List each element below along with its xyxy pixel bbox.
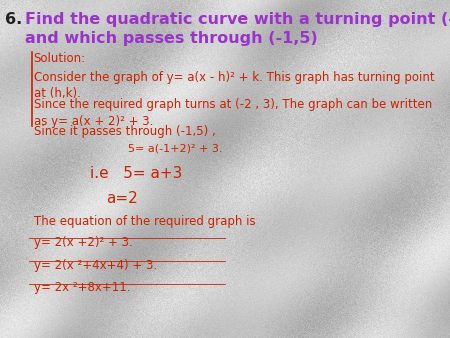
- Text: i.e   5= a+3: i.e 5= a+3: [90, 166, 182, 180]
- Text: Since the required graph turns at (-2 , 3), The graph can be written
as y= a(x +: Since the required graph turns at (-2 , …: [34, 98, 432, 127]
- Text: a=2: a=2: [106, 191, 138, 206]
- Text: y= 2x ²+8x+11.: y= 2x ²+8x+11.: [34, 281, 130, 294]
- Text: 5= a(-1+2)² + 3.: 5= a(-1+2)² + 3.: [128, 144, 223, 154]
- Text: 6.: 6.: [4, 12, 22, 27]
- Text: The equation of the required graph is: The equation of the required graph is: [34, 215, 256, 227]
- Text: Find the quadratic curve with a turning point (-2,3)
and which passes through (-: Find the quadratic curve with a turning …: [25, 12, 450, 46]
- Text: Solution:: Solution:: [34, 52, 86, 65]
- Text: y= 2(x ²+4x+4) + 3.: y= 2(x ²+4x+4) + 3.: [34, 259, 157, 271]
- Text: Since it passes through (-1,5) ,: Since it passes through (-1,5) ,: [34, 125, 216, 138]
- Text: y= 2(x +2)² + 3.: y= 2(x +2)² + 3.: [34, 236, 132, 249]
- Text: Consider the graph of y= a(x - h)² + k. This graph has turning point
at (h,k).: Consider the graph of y= a(x - h)² + k. …: [34, 71, 434, 100]
